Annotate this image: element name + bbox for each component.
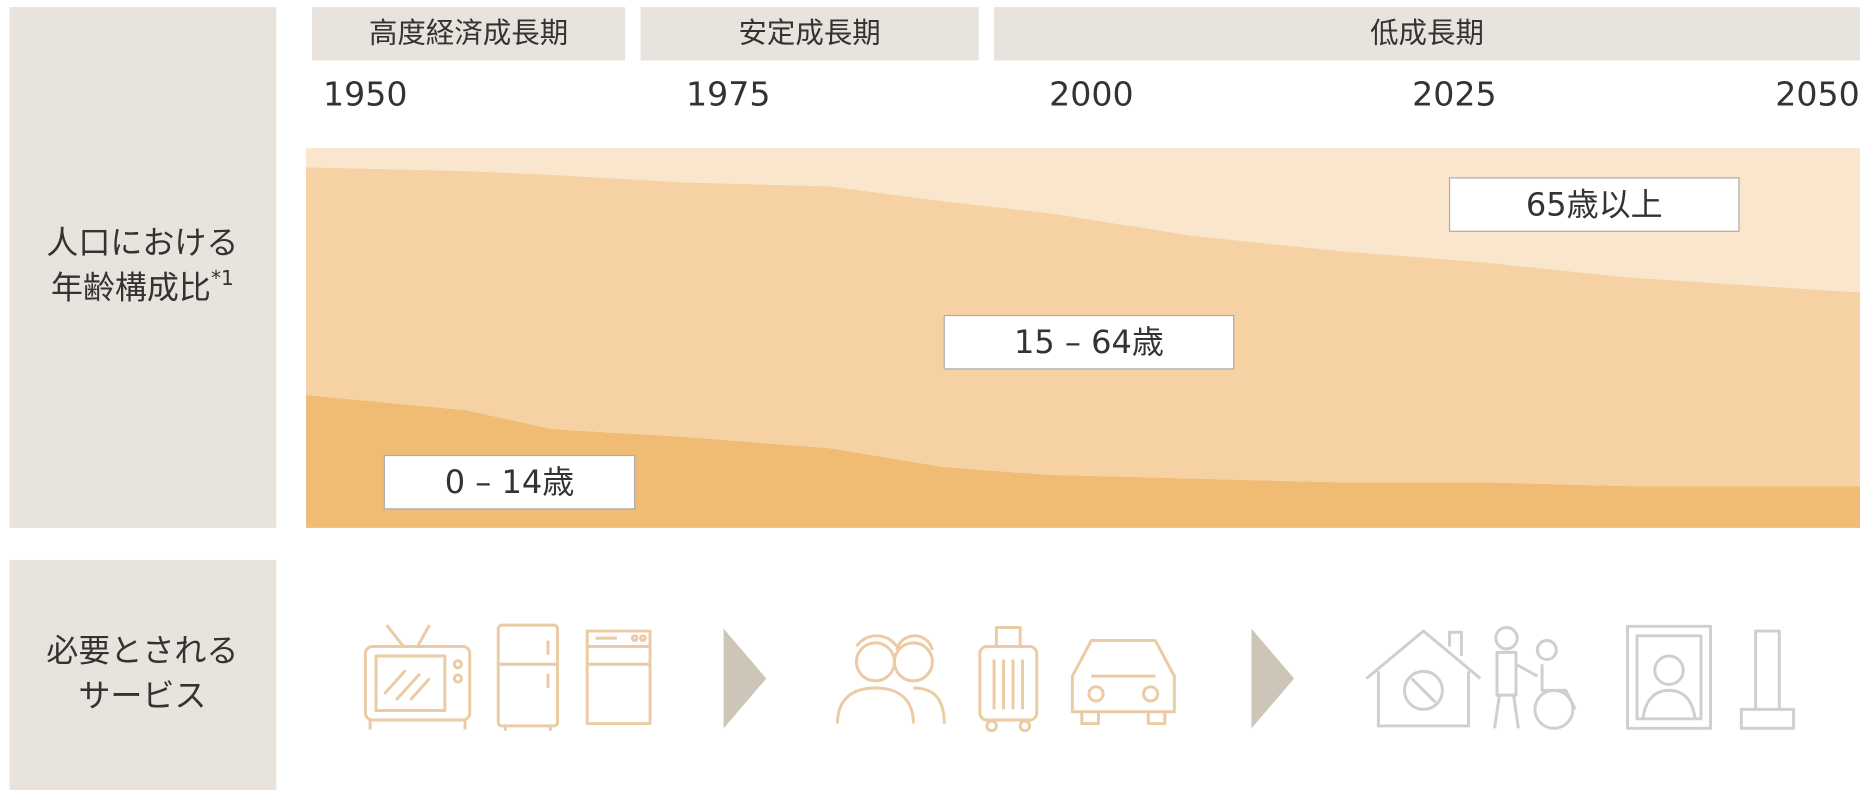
x-tick-label: 2000 [1049, 75, 1134, 114]
row-label: 人口における [46, 223, 238, 261]
row-label: 必要とされる [46, 631, 238, 669]
portrait-icon [1625, 624, 1712, 730]
series-label-box [383, 454, 636, 510]
series-label: 0 – 14歳 [445, 463, 575, 501]
period-band [994, 7, 1860, 61]
arrow [723, 628, 767, 729]
row-label: 年齢構成比*1 [51, 265, 234, 306]
icons [363, 623, 1796, 733]
couple-icon [835, 634, 946, 724]
grave-icon [1739, 629, 1796, 730]
row-label: サービス [78, 676, 206, 714]
period-band [311, 7, 626, 61]
house-repair-icon [1365, 629, 1482, 728]
fridge-icon [496, 623, 560, 731]
x-tick-label: 1950 [323, 75, 407, 114]
row-panel [9, 7, 277, 528]
x-tick-label: 1975 [686, 75, 770, 114]
area [306, 395, 1860, 528]
series-label-box [1448, 177, 1740, 232]
care-icon [1493, 626, 1577, 730]
x-tick-label: 2025 [1412, 75, 1497, 114]
row-panel [9, 559, 277, 790]
series-label: 65歳以上 [1526, 185, 1663, 223]
suitcase-icon [978, 626, 1039, 733]
period-band [640, 7, 979, 61]
x-tick-label: 2050 [1775, 75, 1860, 114]
dishwasher-icon [585, 629, 652, 726]
series-label-box [943, 314, 1235, 370]
period-label: 高度経済成長期 [369, 16, 568, 49]
tv-icon [363, 624, 472, 730]
arrow [1251, 628, 1295, 729]
period-label: 低成長期 [1370, 16, 1484, 49]
series-label: 15 – 64歳 [1014, 323, 1164, 361]
period-label: 安定成長期 [738, 16, 880, 49]
car-icon [1070, 639, 1176, 726]
